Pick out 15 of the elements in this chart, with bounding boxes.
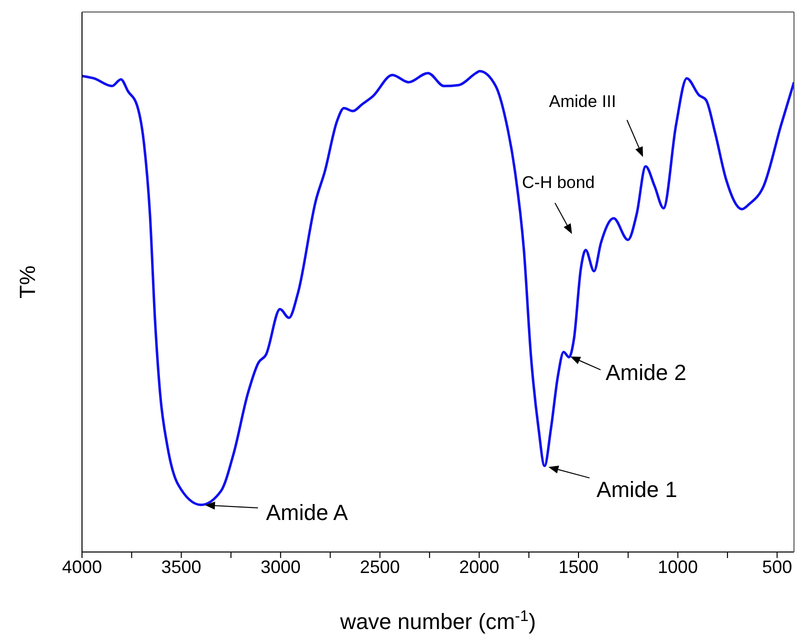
- annotation: C-H bond: [522, 173, 595, 192]
- annotation: Amide 1: [596, 476, 678, 502]
- x-tick-label: 500: [762, 556, 792, 577]
- annotation: Amide 2: [606, 360, 686, 385]
- x-axis-title: wave number (cm$^{-1}$): [339, 608, 536, 634]
- x-tick-label: 2000: [459, 556, 500, 577]
- x-tick-label: 1500: [558, 556, 599, 577]
- x-tick-label: 1000: [658, 556, 698, 577]
- annotation: Amide A: [266, 500, 348, 525]
- x-tick-label: 4000: [62, 556, 102, 577]
- annotation: Amide III: [549, 92, 616, 111]
- y-axis-title: T%: [15, 266, 40, 298]
- x-tick-label: 2500: [360, 556, 400, 577]
- x-tick-label: 3000: [260, 556, 301, 577]
- x-tick-label: 3500: [161, 556, 202, 577]
